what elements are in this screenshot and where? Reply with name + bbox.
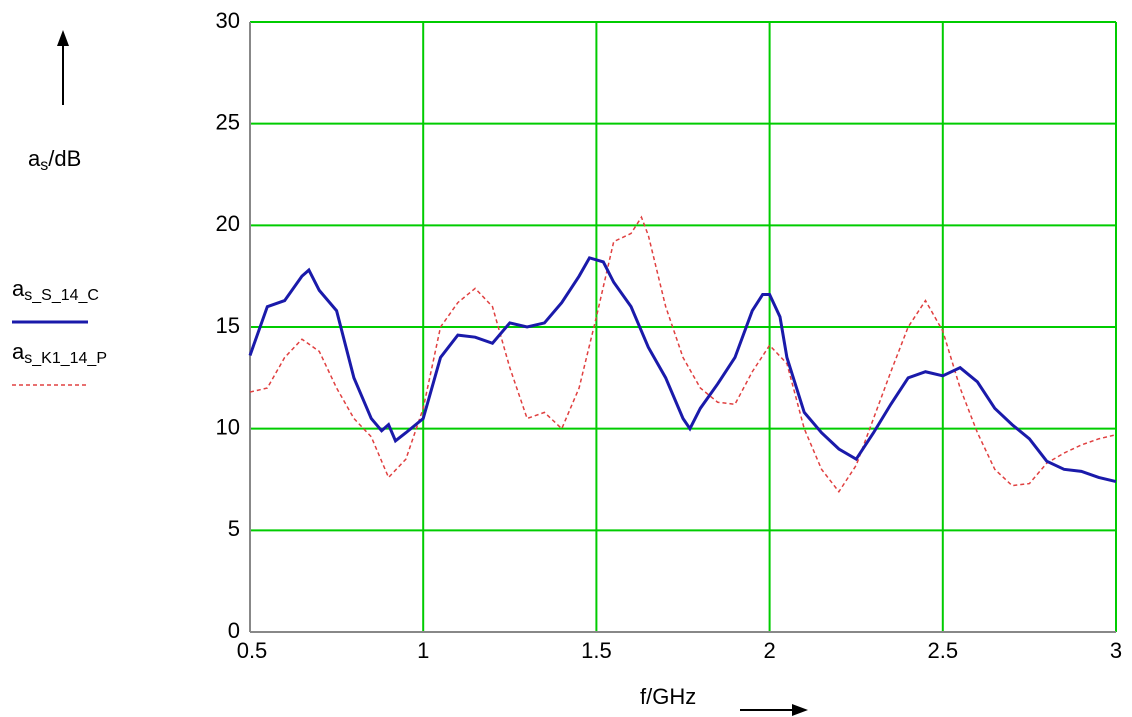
x-tick-label: 0.5	[237, 638, 268, 663]
y-label-unit: /dB	[48, 146, 81, 171]
x-tick-label: 1	[417, 638, 429, 663]
y-tick-label: 25	[216, 109, 240, 134]
legend-name: s_K1_14_P	[24, 350, 107, 367]
y-label-sub: s	[40, 157, 48, 174]
series-line	[248, 256, 1117, 483]
legend-label: as_K1_14_P	[12, 339, 107, 367]
y-tick-label: 5	[228, 516, 240, 541]
series-line	[249, 215, 1117, 493]
legend-label: as_S_14_C	[12, 276, 99, 304]
x-tick-label: 2.5	[928, 638, 959, 663]
y-tick-label: 10	[216, 414, 240, 439]
x-arrow-head	[792, 704, 808, 716]
x-axis-label: f/GHz	[640, 684, 696, 709]
legend-name: s_S_14_C	[24, 287, 99, 304]
legend-symbol: a	[12, 276, 25, 301]
y-label-symbol: a	[28, 146, 41, 171]
y-tick-label: 20	[216, 211, 240, 236]
legend-symbol: a	[12, 339, 25, 364]
x-tick-label: 1.5	[581, 638, 612, 663]
x-tick-label: 3	[1110, 638, 1122, 663]
y-axis-label: as/dB	[28, 146, 81, 174]
y-arrow-head	[57, 30, 69, 46]
y-tick-label: 15	[216, 313, 240, 338]
x-tick-label: 2	[763, 638, 775, 663]
y-tick-label: 0	[228, 618, 240, 643]
y-tick-label: 30	[216, 8, 240, 33]
